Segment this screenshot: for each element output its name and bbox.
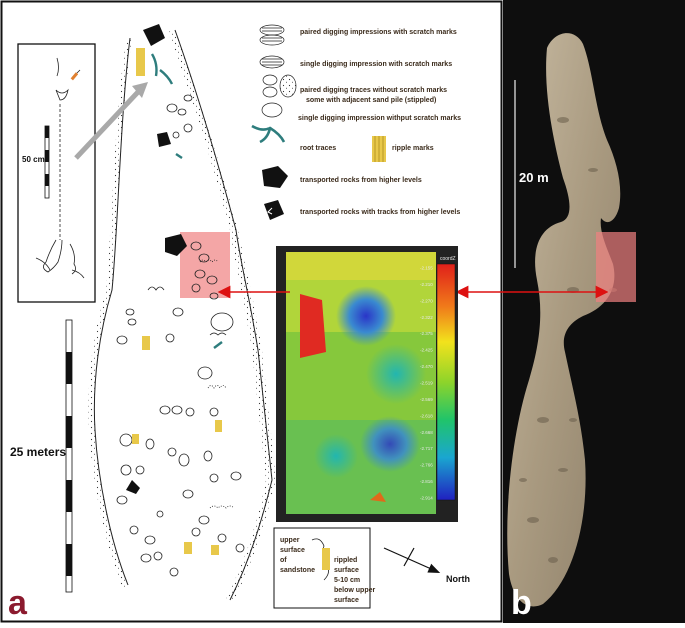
- surface-legend-left: upper surface of sandstone: [280, 537, 315, 574]
- legend-single-with-scratch: single digging impression with scratch m…: [300, 61, 452, 68]
- svg-text:5-10 cm: 5-10 cm: [334, 577, 360, 584]
- inset-scale-bar: [44, 125, 50, 199]
- svg-text:below upper: below upper: [334, 587, 376, 594]
- panel-a-letter: a: [8, 584, 28, 622]
- svg-text:upper: upper: [280, 537, 300, 544]
- highlight-region-map: [180, 232, 230, 298]
- legend-transported-rocks: transported rocks from higher levels: [300, 177, 422, 184]
- svg-text:sandstone: sandstone: [280, 567, 315, 574]
- legend-ripple-icon: [372, 136, 386, 162]
- main-scale-bar: [65, 319, 73, 593]
- legend-paired-with-scratch: paired digging impressions with scratch …: [300, 29, 457, 36]
- legend-rock-icon: [262, 166, 288, 188]
- legend-transported-rocks-tracks: transported rocks with tracks from highe…: [300, 209, 460, 216]
- legend-rock-tracks-icon: [264, 200, 284, 220]
- surface-legend-right: rippled surface 5-10 cm below upper surf…: [334, 557, 376, 604]
- svg-text:rippled: rippled: [334, 557, 357, 564]
- colorbar-tick-label: -2.425: [420, 348, 433, 353]
- svg-text:of: of: [280, 557, 287, 564]
- rock-outcrop: [507, 33, 621, 607]
- legend-paired-without-scratch-2: some with adjacent sand pile (stippled): [306, 97, 436, 104]
- colorbar-tick-label: -2.519: [420, 381, 433, 386]
- legend-paired-scratch-icon: [259, 24, 285, 46]
- colorbar-tick-label: -2.322: [420, 315, 433, 320]
- map-rocks: [126, 24, 187, 494]
- panel-b-letter: b: [511, 584, 532, 622]
- panel-a-svg: 50 cm 25 meters paired digging impressio…: [0, 0, 503, 623]
- scan-heightmap: [276, 246, 458, 522]
- colorbar-tick-label: -2.569: [420, 397, 433, 402]
- colorbar-tick-label: -2.375: [420, 331, 433, 336]
- colorbar-ticks: -2.155 -2.210 -2.270 -2.322 -2.375 -2.425 -2.4…: [420, 266, 433, 501]
- right-stipple-band: [168, 30, 276, 600]
- map-root-traces: [150, 53, 223, 349]
- inset-trackway-box: [17, 43, 96, 303]
- colorbar-tick-label: -2.210: [420, 282, 433, 287]
- svg-text:surface: surface: [334, 567, 359, 574]
- inset-pointer-arrow: [74, 90, 140, 160]
- inset-scale-label: 50 cm: [22, 155, 45, 164]
- panel-b-svg: 20 m b: [507, 33, 636, 622]
- colorbar-tick-label: -2.618: [420, 413, 433, 418]
- surface-ripple-icon: [322, 548, 330, 570]
- legend-ripple-marks: ripple marks: [392, 145, 434, 152]
- panel-a-map: 50 cm 25 meters paired digging impressio…: [0, 0, 503, 623]
- photo-scale-label: 20 m: [519, 170, 549, 185]
- map-ripples: [132, 48, 222, 555]
- svg-text:surface: surface: [280, 547, 305, 554]
- scan-colorbar: [436, 263, 456, 501]
- colorbar-tick-label: -2.668: [420, 430, 433, 435]
- colorbar-tick-label: -2.766: [420, 463, 433, 468]
- colorbar-tick-label: -2.816: [420, 479, 433, 484]
- inset-trackway: [35, 57, 85, 279]
- colorbar-tick-label: -2.470: [420, 364, 433, 369]
- svg-text:surface: surface: [334, 597, 359, 604]
- colorbar-tick-label: -2.914: [420, 496, 433, 501]
- red-link-arrow-right: [458, 285, 608, 299]
- legend: paired digging impressions with scratch …: [251, 24, 461, 220]
- colorbar-tick-label: -2.270: [420, 298, 433, 303]
- panel-b-photo: 20 m b: [503, 0, 685, 623]
- legend-root-icon: [251, 124, 286, 144]
- legend-paired-without-scratch-1: paired digging traces without scratch ma…: [300, 87, 447, 94]
- colorbar-tick-label: -2.717: [420, 446, 433, 451]
- trackway-map: [88, 29, 276, 601]
- legend-single-no-scratch-icon: [261, 102, 283, 118]
- main-scale-label: 25 meters: [10, 445, 66, 459]
- colorbar-title: coordZ: [440, 256, 456, 262]
- legend-root-traces: root traces: [300, 145, 336, 152]
- legend-single-scratch-icon: [259, 55, 285, 69]
- colorbar-tick-label: -2.155: [420, 266, 433, 271]
- legend-single-without-scratch: single digging impression withput scratc…: [298, 115, 461, 122]
- north-arrow: [383, 547, 441, 573]
- north-label: North: [446, 574, 470, 584]
- legend-paired-no-scratch-icon: [262, 74, 297, 98]
